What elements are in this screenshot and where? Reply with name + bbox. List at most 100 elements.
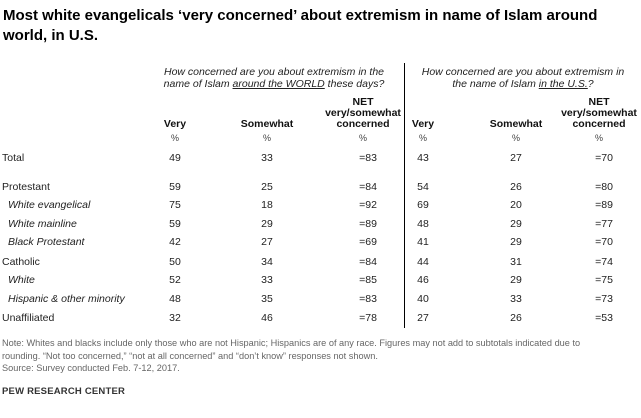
cell-world-net: =78 [359,312,377,324]
cell-us-very: 27 [417,312,429,324]
cell-world-somewhat: 33 [261,274,273,286]
pct-us-net: % [594,133,603,143]
cell-world-very: 75 [169,199,181,211]
row-label: Black Protestant [8,236,85,248]
cell-world-net: =89 [359,218,377,230]
cell-us-somewhat: 31 [510,256,522,268]
cell-world-somewhat: 46 [261,312,273,324]
cell-world-net: =85 [359,274,377,286]
cell-us-very: 41 [417,236,429,248]
table-row: White mainline 59 29 =89 48 29 =77 [0,217,641,232]
cell-us-very: 43 [417,152,429,164]
cell-us-net: =77 [595,218,613,230]
cell-world-somewhat: 27 [261,236,273,248]
pct-world-very: % [170,133,179,143]
cell-us-somewhat: 26 [510,181,522,193]
row-label: White evangelical [8,199,91,211]
cell-us-somewhat: 26 [510,312,522,324]
cell-world-very: 50 [169,256,181,268]
cell-us-somewhat: 29 [510,274,522,286]
cell-us-net: =80 [595,181,613,193]
cell-world-net: =84 [359,181,377,193]
note-line1: Note: Whites and blacks include only tho… [2,338,581,348]
cell-world-very: 49 [169,152,181,164]
pct-world-net: % [358,133,367,143]
cell-us-net: =70 [595,152,613,164]
group-header-us-line2-pre: the name of Islam [452,78,539,90]
group-header-world-line1: How concerned are you about extremism in… [163,66,385,78]
cell-world-somewhat: 33 [261,152,273,164]
cell-us-net: =70 [595,236,613,248]
note-line2: rounding. “Not too concerned,” “not at a… [2,350,378,361]
cell-us-somewhat: 20 [510,199,522,211]
row-label: White mainline [8,218,77,230]
cell-us-somewhat: 27 [510,152,522,164]
group-header-world-line2-post: these days? [324,78,385,90]
cell-us-very: 54 [417,181,429,193]
col-header-us-net-line3: concerned [572,118,626,130]
cell-world-very: 48 [169,293,181,305]
col-header-world-net-line1: NET [352,96,374,108]
group-header-world: How concerned are you about extremism in… [143,66,405,90]
row-label: Total [2,152,25,164]
chart-title: Most white evangelicals ‘very concerned’… [3,7,598,44]
col-header-us-net: NET very/somewhat concerned [544,97,641,130]
pct-us-somewhat: % [511,133,520,143]
cell-us-very: 40 [417,293,429,305]
table-row: Protestant 59 25 =84 54 26 =80 [0,180,641,195]
cell-us-net: =74 [595,256,613,268]
col-header-world-very: Very [163,118,187,130]
table-row: White 52 33 =85 46 29 =75 [0,273,641,288]
cell-world-very: 59 [169,181,181,193]
cell-world-somewhat: 25 [261,181,273,193]
row-label: Unaffiliated [2,312,55,324]
cell-world-net: =92 [359,199,377,211]
cell-world-very: 32 [169,312,181,324]
cell-world-very: 52 [169,274,181,286]
pct-us-very: % [418,133,427,143]
cell-world-very: 42 [169,236,181,248]
col-header-us-very: Very [411,118,435,130]
cell-world-very: 59 [169,218,181,230]
cell-world-net: =83 [359,293,377,305]
group-header-us-line1: How concerned are you about extremism in [421,66,625,78]
table-row: White evangelical 75 18 =92 69 20 =89 [0,198,641,213]
note-line3: Source: Survey conducted Feb. 7-12, 2017… [2,363,180,373]
cell-us-net: =53 [595,312,613,324]
cell-us-net: =75 [595,274,613,286]
cell-us-net: =73 [595,293,613,305]
cell-us-net: =89 [595,199,613,211]
cell-world-net: =83 [359,152,377,164]
table-row: Catholic 50 34 =84 44 31 =74 [0,255,641,270]
cell-us-somewhat: 29 [510,218,522,230]
group-header-world-line2-pre: name of Islam [163,78,233,90]
source-label: PEW RESEARCH CENTER [2,386,126,397]
cell-us-very: 48 [417,218,429,230]
group-header-us-line2-post: ? [587,78,594,90]
col-header-world-net-line2: very/somewhat [325,107,401,119]
col-header-us-somewhat: Somewhat [489,118,543,130]
cell-world-somewhat: 34 [261,256,273,268]
cell-us-somewhat: 33 [510,293,522,305]
cell-us-very: 69 [417,199,429,211]
col-header-world-net-line3: concerned [336,118,390,130]
cell-us-somewhat: 29 [510,236,522,248]
cell-world-net: =84 [359,256,377,268]
cell-world-somewhat: 18 [261,199,273,211]
row-label: Hispanic & other minority [8,293,125,305]
cell-us-very: 44 [417,256,429,268]
pct-world-somewhat: % [262,133,271,143]
row-label: White [8,274,35,286]
cell-world-somewhat: 35 [261,293,273,305]
cell-world-somewhat: 29 [261,218,273,230]
row-label: Catholic [2,256,40,268]
group-header-world-line2-underline: around the WORLD [232,78,325,90]
column-divider [404,63,405,328]
table-row: Black Protestant 42 27 =69 41 29 =70 [0,235,641,250]
col-header-us-net-line2: very/somewhat [561,107,637,119]
table-row: Total 49 33 =83 43 27 =70 [0,151,641,166]
cell-us-very: 46 [417,274,429,286]
cell-world-net: =69 [359,236,377,248]
table-row: Hispanic & other minority 48 35 =83 40 33 =73 [0,292,641,307]
group-header-us: How concerned are you about extremism in… [405,66,641,90]
